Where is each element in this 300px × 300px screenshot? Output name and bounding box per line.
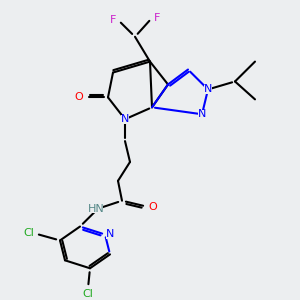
FancyBboxPatch shape — [75, 93, 83, 102]
FancyBboxPatch shape — [109, 15, 117, 24]
FancyBboxPatch shape — [149, 202, 157, 211]
FancyBboxPatch shape — [204, 85, 212, 94]
FancyBboxPatch shape — [22, 229, 36, 238]
Text: N: N — [204, 84, 212, 94]
Text: N: N — [121, 114, 129, 124]
Text: F: F — [110, 15, 116, 25]
Text: F: F — [154, 13, 160, 23]
FancyBboxPatch shape — [198, 110, 206, 119]
FancyBboxPatch shape — [121, 115, 129, 124]
FancyBboxPatch shape — [81, 290, 95, 298]
Text: Cl: Cl — [24, 229, 34, 238]
Text: N: N — [106, 230, 114, 239]
FancyBboxPatch shape — [106, 230, 114, 239]
FancyBboxPatch shape — [153, 14, 161, 22]
Text: O: O — [75, 92, 83, 102]
Text: Cl: Cl — [82, 289, 93, 299]
Text: HN: HN — [88, 204, 104, 214]
Text: N: N — [198, 109, 206, 119]
FancyBboxPatch shape — [89, 204, 103, 213]
Text: O: O — [148, 202, 158, 212]
